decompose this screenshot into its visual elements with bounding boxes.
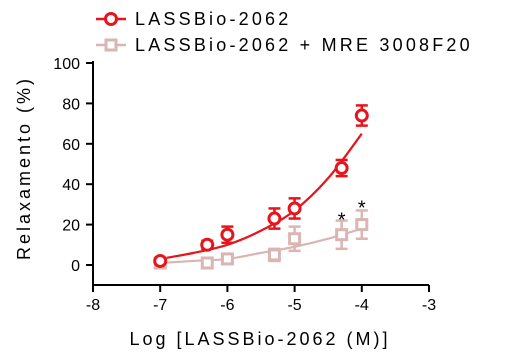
x-tick-label: -3 — [422, 297, 436, 314]
y-ticks: 0 20 40 60 80 100 — [53, 56, 93, 275]
significance-star: * — [358, 197, 366, 219]
marker-square — [220, 252, 234, 266]
marker-circle — [220, 227, 235, 242]
data-point-s1-1 — [200, 237, 215, 252]
legend-entry-2: LASSBio-2062 + MRE 3008F20 — [96, 35, 473, 55]
legend-entry-1: LASSBio-2062 — [96, 9, 291, 29]
x-tick-label: -8 — [86, 297, 100, 314]
y-tick-label: 0 — [71, 258, 80, 275]
data-point-s2-1 — [200, 256, 214, 270]
data-point-s1-2 — [220, 225, 235, 245]
data-point-s2-3 — [267, 247, 281, 263]
legend-label-1: LASSBio-2062 — [135, 9, 291, 29]
marker-circle — [287, 201, 302, 216]
significance-star: * — [338, 210, 346, 232]
marker-square — [200, 256, 214, 270]
marker-square — [267, 248, 281, 262]
y-tick-label: 80 — [62, 96, 80, 113]
marker-square — [288, 232, 302, 246]
marker-square — [335, 228, 349, 242]
marker-circle — [153, 253, 168, 268]
x-tick-label: -5 — [287, 297, 301, 314]
marker-circle — [267, 211, 282, 226]
annotations: ** — [338, 197, 366, 231]
data-point-s2-6 — [355, 209, 369, 240]
data-point-s1-5 — [334, 158, 349, 178]
x-tick-label: -4 — [355, 297, 369, 314]
data-point-s2-5 — [335, 219, 349, 251]
data-point-s2-2 — [220, 252, 234, 266]
y-tick-label: 100 — [53, 56, 80, 73]
data-point-s1-0 — [153, 253, 168, 268]
y-tick-label: 40 — [62, 177, 80, 194]
data-point-s2-4 — [288, 225, 302, 253]
data-points — [153, 104, 369, 270]
legend-marker-square — [104, 38, 118, 52]
marker-circle — [200, 237, 215, 252]
data-point-s1-3 — [267, 207, 282, 230]
marker-circle — [354, 108, 369, 123]
x-tick-label: -7 — [153, 297, 167, 314]
data-point-s1-6 — [354, 104, 369, 127]
y-tick-label: 60 — [62, 137, 80, 154]
marker-square — [355, 218, 369, 232]
y-tick-label: 20 — [62, 218, 80, 235]
fit-curve-1 — [160, 133, 363, 261]
legend: LASSBio-2062 LASSBio-2062 + MRE 3008F20 — [96, 9, 473, 55]
legend-marker-circle — [104, 12, 118, 26]
data-point-s1-4 — [287, 197, 302, 220]
fit-curve-2 — [160, 227, 363, 265]
marker-circle — [334, 161, 349, 176]
x-tick-label: -6 — [220, 297, 234, 314]
y-axis-label: Relaxamento (%) — [14, 76, 34, 260]
x-ticks: -8 -7 -6 -5 -4 -3 — [86, 285, 436, 314]
fit-curves — [160, 133, 363, 265]
x-axis-label: Log [LASSBio-2062 (M)] — [129, 329, 390, 349]
legend-label-2: LASSBio-2062 + MRE 3008F20 — [135, 35, 473, 55]
